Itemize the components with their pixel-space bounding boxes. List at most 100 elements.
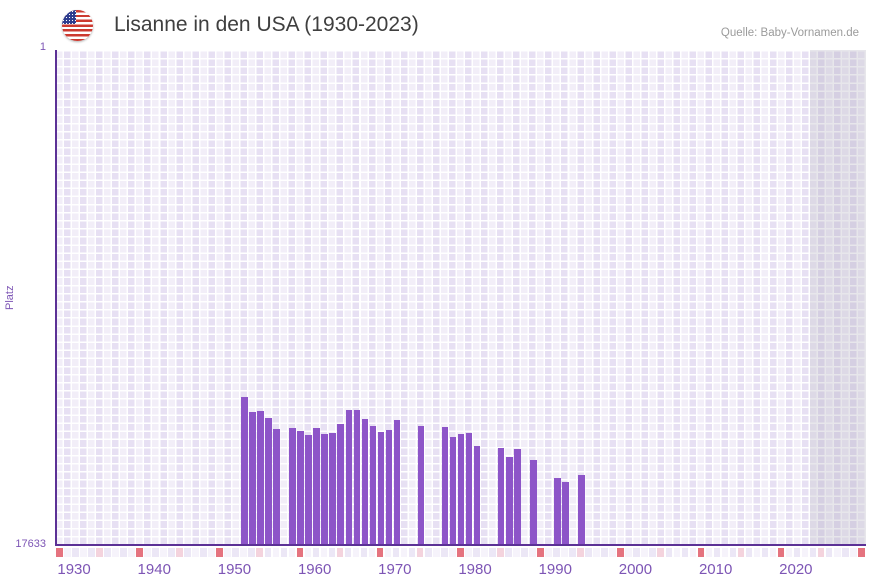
- timeline-cell-1929: [64, 548, 71, 557]
- timeline-cell-1939: [144, 548, 151, 557]
- timeline-cell-2020: [793, 548, 801, 557]
- bar-1968[interactable]: [377, 431, 385, 544]
- x-tick-1940: 1940: [137, 561, 171, 578]
- timeline-cell-1974: [424, 548, 432, 557]
- timeline-cell-2004: [665, 548, 673, 557]
- bar-1984[interactable]: [505, 456, 513, 544]
- timeline-cell-2017: [769, 548, 777, 557]
- timeline-cell-1949: [224, 548, 231, 557]
- bar-1983[interactable]: [497, 447, 505, 544]
- bar-1980[interactable]: [473, 445, 481, 544]
- x-tick-2010: 2010: [698, 561, 733, 578]
- timeline-cell-2024: [825, 548, 833, 557]
- timeline-cell-1995: [593, 548, 600, 557]
- timeline-cell-2026: [841, 548, 849, 557]
- timeline-cell-1962: [328, 548, 336, 557]
- timeline-cell-1998: [617, 548, 624, 557]
- bar-1977[interactable]: [449, 436, 457, 544]
- bar-1993[interactable]: [578, 474, 585, 544]
- timeline-cell-2015: [753, 548, 761, 557]
- bar-1964[interactable]: [345, 409, 353, 544]
- timeline-cell-1976: [440, 548, 448, 557]
- timeline-cell-1946: [200, 548, 207, 557]
- bar-1954[interactable]: [265, 417, 272, 544]
- bar-1973[interactable]: [417, 425, 425, 544]
- timeline-cell-1972: [408, 548, 416, 557]
- timeline-cell-1941: [160, 548, 167, 557]
- bar-1958[interactable]: [297, 430, 304, 544]
- bar-1955[interactable]: [273, 428, 280, 544]
- timeline-cell-2003: [657, 548, 665, 557]
- timeline-cell-2023: [817, 548, 825, 557]
- timeline-cell-1947: [208, 548, 215, 557]
- bar-1967[interactable]: [369, 425, 377, 544]
- bar-1957[interactable]: [289, 427, 296, 544]
- y-tick-top: 1: [39, 41, 46, 53]
- timeline-cell-1959: [304, 548, 312, 557]
- bar-1961[interactable]: [321, 433, 329, 544]
- bar-1965[interactable]: [353, 409, 361, 544]
- bar-1979[interactable]: [465, 432, 473, 544]
- timeline-cell-1963: [336, 548, 344, 557]
- timeline-cell-2002: [649, 548, 657, 557]
- bar-1970[interactable]: [393, 419, 401, 544]
- timeline-cell-1937: [128, 548, 135, 557]
- timeline-cell-1930: [72, 548, 79, 557]
- timeline-cell-2001: [641, 548, 649, 557]
- timeline-cell-1936: [120, 548, 127, 557]
- bar-1966[interactable]: [361, 418, 369, 544]
- timeline-cell-1984: [505, 548, 512, 557]
- bar-1976[interactable]: [441, 426, 449, 544]
- timeline-cell-1940: [152, 548, 159, 557]
- timeline-cell-1950: [232, 548, 240, 557]
- plot-grid: [56, 50, 866, 544]
- timeline-cell-2005: [673, 548, 681, 557]
- timeline-cell-1993: [577, 548, 584, 557]
- timeline-cell-1981: [481, 548, 488, 557]
- timeline-cell-1958: [296, 548, 304, 557]
- timeline-cell-2014: [745, 548, 753, 557]
- x-axis-line: [55, 544, 866, 546]
- timeline-cell-2021: [801, 548, 809, 557]
- timeline-cell-1951: [240, 548, 248, 557]
- bar-1952[interactable]: [249, 411, 256, 544]
- timeline-cell-1943: [176, 548, 183, 557]
- no-data-zone: [809, 50, 866, 544]
- timeline-cell-2006: [681, 548, 689, 557]
- bar-1987[interactable]: [529, 459, 537, 544]
- timeline-cell-1983: [497, 548, 504, 557]
- timeline-cell-1979: [465, 548, 472, 557]
- timeline-cell-1982: [489, 548, 496, 557]
- bar-1951[interactable]: [241, 397, 248, 544]
- timeline-cell-1933: [96, 548, 103, 557]
- timeline-cell-2009: [705, 548, 713, 557]
- y-axis-line: [55, 50, 57, 546]
- bar-1962[interactable]: [329, 432, 337, 544]
- timeline-cell-1952: [248, 548, 256, 557]
- timeline-cell-1975: [432, 548, 440, 557]
- bar-1985[interactable]: [513, 449, 521, 544]
- timeline-cell-2012: [729, 548, 737, 557]
- timeline-cell-1999: [625, 548, 632, 557]
- timeline-cell-1987: [529, 548, 536, 557]
- timeline-cell-1996: [601, 548, 608, 557]
- x-tick-1960: 1960: [297, 561, 332, 578]
- timeline-strip: [56, 548, 866, 557]
- bar-1990[interactable]: [554, 477, 561, 544]
- bar-1953[interactable]: [257, 410, 264, 544]
- bar-1959[interactable]: [305, 435, 312, 544]
- bar-1963[interactable]: [337, 423, 345, 544]
- timeline-cell-2008: [697, 548, 705, 557]
- timeline-cell-1978: [456, 548, 464, 557]
- bar-1960[interactable]: [313, 427, 321, 544]
- timeline-cell-1980: [473, 548, 480, 557]
- bar-1991[interactable]: [562, 481, 569, 544]
- bar-1969[interactable]: [385, 429, 393, 544]
- y-tick-bottom: 17633: [15, 538, 46, 550]
- timeline-cell-1986: [521, 548, 528, 557]
- timeline-cell-1971: [400, 548, 408, 557]
- timeline-cell-1961: [320, 548, 328, 557]
- page-title: Lisanne in den USA (1930-2023): [114, 13, 419, 36]
- timeline-cell-1997: [609, 548, 616, 557]
- bar-1978[interactable]: [457, 433, 465, 544]
